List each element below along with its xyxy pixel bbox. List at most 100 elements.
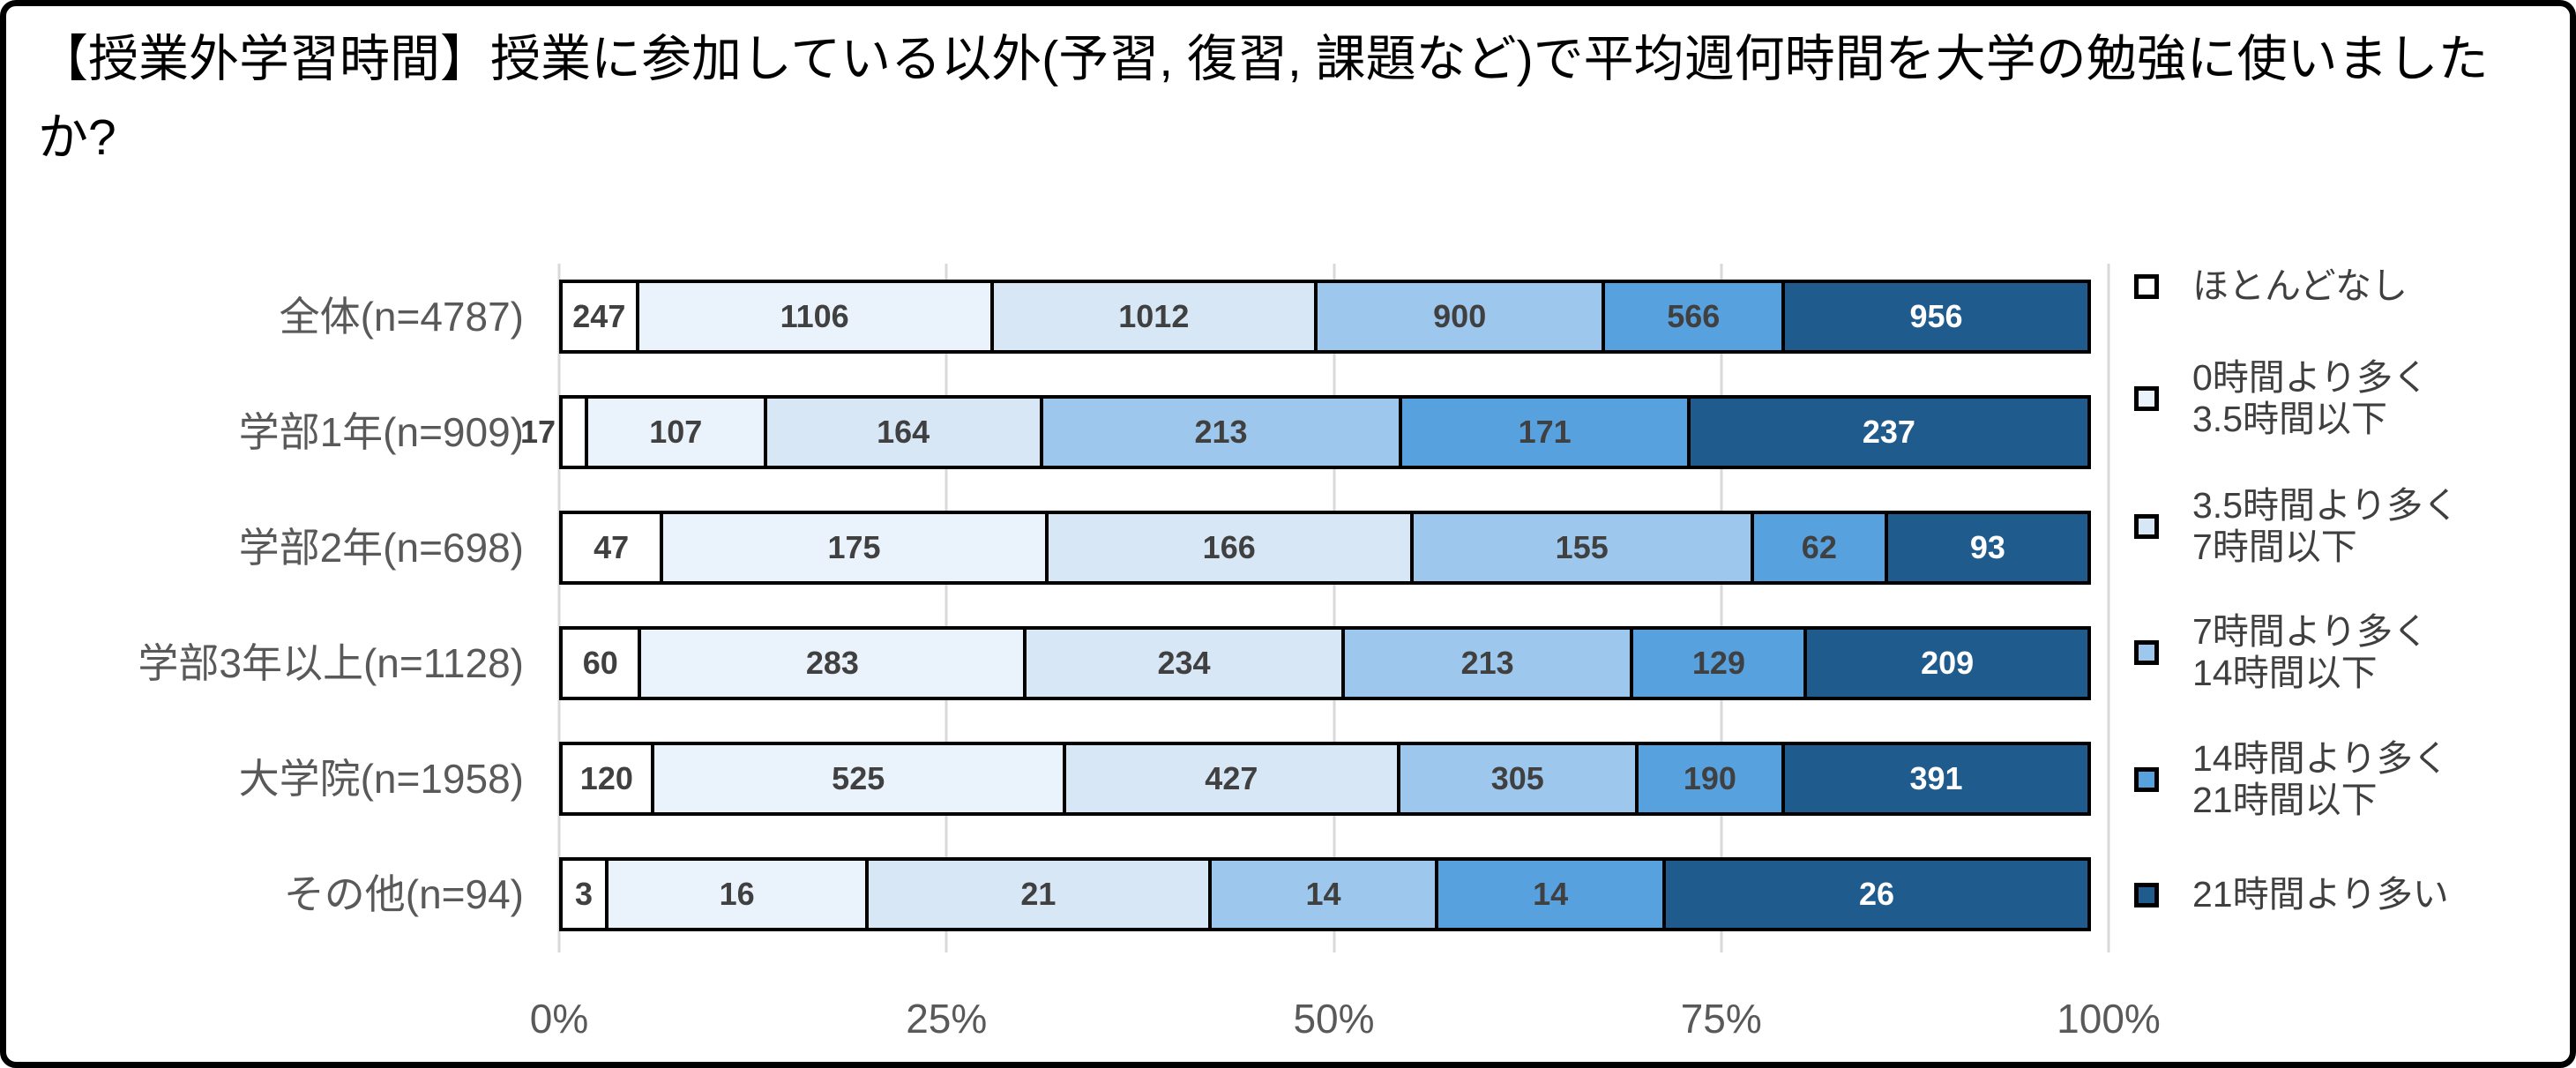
bar-segment: 956	[1781, 280, 2091, 354]
segment-value-label: 14	[1305, 876, 1341, 912]
bar-segment: 3	[559, 857, 609, 931]
bar-segment: 164	[763, 395, 1043, 469]
bar-segment: 900	[1314, 280, 1606, 354]
bar-segment: 190	[1634, 742, 1786, 816]
bar-segment: 60	[559, 626, 642, 700]
bar-segment: 391	[1781, 742, 2091, 816]
bar-segment: 47	[559, 511, 664, 585]
segment-value-label: 17	[519, 414, 556, 450]
bar-segment: 213	[1039, 395, 1403, 469]
bar-row: 大学院(n=1958) 120 525 427 305 190 391	[239, 742, 2109, 816]
bar-row: その他(n=94) 3 16 21 14 14 26	[284, 857, 2109, 931]
legend-label: ほとんどなし	[2192, 265, 2408, 306]
bar-segment: 1012	[989, 280, 1318, 354]
category-label: 学部2年(n=698)	[238, 525, 524, 571]
gridline	[1333, 264, 1335, 952]
bar-segment: 283	[638, 626, 1027, 700]
segment-value-label: 107	[649, 414, 703, 450]
legend: ほとんどなし 0時間より多く 3.5時間以下 3.5時間より多く 7時間以下 7時間よ…	[2134, 6, 2570, 976]
segment-value-label: 164	[877, 414, 930, 450]
x-axis-tick-label: 50%	[1293, 996, 1375, 1042]
category-label: 学部1年(n=909)	[238, 409, 524, 455]
legend-item: 7時間より多く 14時間以下	[2134, 611, 2429, 694]
segment-value-label: 213	[1460, 645, 1514, 681]
stacked-bar: 120 525 427 305 190 391	[559, 742, 2109, 816]
segment-value-label: 234	[1157, 645, 1211, 681]
bar-segment: 427	[1062, 742, 1400, 816]
segment-value-label: 566	[1667, 298, 1721, 334]
segment-value-label: 3	[575, 876, 594, 912]
stacked-bar: 60 283 234 213 129 209	[559, 626, 2109, 700]
bar-segment: 14	[1435, 857, 1666, 931]
legend-label: 7時間より多く 14時間以下	[2192, 611, 2429, 693]
bar-segment: 237	[1686, 395, 2091, 469]
bar-segment: 166	[1044, 511, 1414, 585]
bar-row: 学部1年(n=909) 17 107 164 213 171 237	[239, 395, 2109, 469]
x-axis-tick-label: 75%	[1680, 996, 1762, 1042]
legend-item: 21時間より多い	[2134, 874, 2449, 915]
bar-segment: 305	[1396, 742, 1639, 816]
legend-item: 14時間より多く 21時間以下	[2134, 738, 2449, 821]
segment-value-label: 120	[579, 760, 633, 796]
segment-value-label: 1106	[780, 298, 849, 334]
legend-swatch	[2134, 767, 2159, 792]
segment-value-label: 190	[1683, 760, 1736, 796]
segment-value-label: 60	[582, 645, 618, 681]
bar-segment: 1106	[635, 280, 994, 354]
bar-row: 学部3年以上(n=1128) 60 283 234 213 129 209	[138, 626, 2109, 700]
category-label: その他(n=94)	[283, 871, 524, 917]
stacked-bar: 17 107 164 213 171 237	[520, 395, 2109, 469]
legend-label: 21時間より多い	[2192, 874, 2449, 915]
segment-value-label: 213	[1194, 414, 1248, 450]
category-label: 学部3年以上(n=1128)	[138, 640, 524, 686]
bar-segment: 213	[1340, 626, 1634, 700]
bar-segment: 120	[559, 742, 654, 816]
bar-segment: 17	[520, 395, 588, 469]
legend-item: 3.5時間より多く 7時間以下	[2134, 485, 2459, 568]
segment-value-label: 155	[1555, 529, 1609, 565]
stacked-bar: 3 16 21 14 14 26	[559, 857, 2109, 931]
bar-segment: 21	[865, 857, 1212, 931]
legend-label: 3.5時間より多く 7時間以下	[2192, 485, 2460, 567]
gridline	[945, 264, 948, 952]
segment-value-label: 305	[1490, 760, 1544, 796]
legend-swatch	[2134, 640, 2159, 665]
bar-segment: 566	[1602, 280, 1786, 354]
bar-segment: 247	[559, 280, 639, 354]
legend-label: 14時間より多く 21時間以下	[2192, 738, 2449, 820]
segment-value-label: 209	[1921, 645, 1975, 681]
category-label: 全体(n=4787)	[279, 294, 524, 340]
bar-segment: 129	[1630, 626, 1808, 700]
segment-value-label: 93	[1969, 529, 2005, 565]
chart-title: 【授業外学習時間】授業に参加している以外(予習, 復習, 課題など)で平均週何時…	[38, 31, 2489, 166]
bar-segment: 107	[584, 395, 767, 469]
bar-row: 学部2年(n=698) 47 175 166 155 62 93	[239, 511, 2109, 585]
segment-value-label: 900	[1433, 298, 1487, 334]
segment-value-label: 14	[1533, 876, 1569, 912]
segment-value-label: 26	[1858, 876, 1894, 912]
legend-item: 0時間より多く 3.5時間以下	[2134, 357, 2429, 440]
segment-value-label: 47	[594, 529, 630, 565]
bar-segment: 26	[1661, 857, 2091, 931]
bar-segment: 171	[1399, 395, 1691, 469]
segment-value-label: 247	[572, 298, 626, 334]
segment-value-label: 175	[827, 529, 881, 565]
stacked-bar: 47 175 166 155 62 93	[559, 511, 2109, 585]
gridline	[1720, 264, 1723, 952]
bar-segment: 234	[1023, 626, 1345, 700]
gridline	[2107, 264, 2110, 952]
segment-value-label: 129	[1691, 645, 1745, 681]
segment-value-label: 21	[1020, 876, 1057, 912]
legend-swatch	[2134, 514, 2159, 539]
category-label: 大学院(n=1958)	[238, 756, 524, 802]
legend-swatch	[2134, 386, 2159, 411]
x-axis-tick-label: 0%	[529, 996, 589, 1042]
bar-segment: 155	[1409, 511, 1754, 585]
bar-segment: 175	[660, 511, 1049, 585]
bar-segment: 62	[1750, 511, 1888, 585]
legend-label: 0時間より多く 3.5時間以下	[2192, 357, 2429, 439]
segment-value-label: 171	[1518, 414, 1572, 450]
segment-value-label: 956	[1909, 298, 1963, 334]
segment-value-label: 283	[805, 645, 859, 681]
